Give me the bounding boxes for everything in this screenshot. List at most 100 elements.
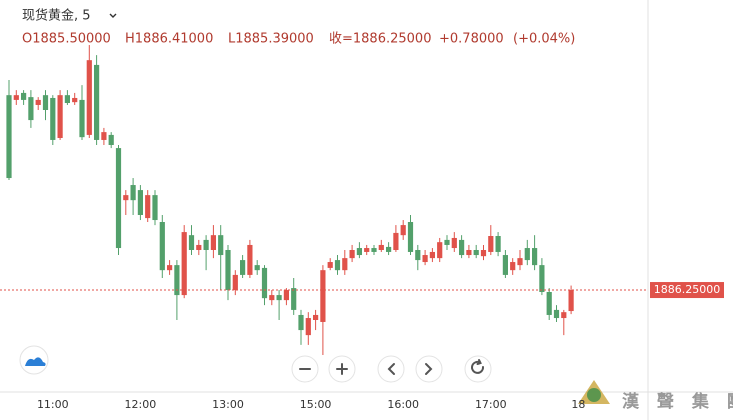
dropdown-icon[interactable] [109, 13, 117, 18]
candle-body [210, 235, 216, 250]
candle-body [247, 244, 253, 275]
candle-body [488, 236, 494, 252]
candle-body [386, 246, 392, 252]
logo-button[interactable] [19, 345, 49, 375]
candle-body [327, 262, 333, 268]
ohlc-value: H1886.41000 [125, 32, 213, 47]
candle-body [64, 95, 70, 103]
candle-body [378, 244, 384, 250]
ohlc-value: O1885.50000 [22, 32, 111, 47]
candle-body [371, 248, 377, 252]
scroll-left[interactable] [377, 355, 405, 383]
candle-body [21, 92, 27, 100]
x-tick-label: 12:00 [125, 398, 157, 411]
candle-body [364, 248, 370, 252]
candle-body [115, 148, 122, 249]
candle-body [35, 99, 41, 105]
candle-body [510, 262, 516, 271]
candle-body [167, 265, 173, 271]
candle-body [459, 239, 465, 256]
candle-body [240, 260, 246, 275]
candle-body [495, 236, 501, 252]
candle-body [123, 195, 129, 201]
candle-body [225, 250, 231, 291]
candle-body [298, 314, 304, 331]
candle-body [86, 60, 92, 135]
candle-body [356, 248, 362, 256]
ohlc-header: O1885.50000 H1886.41000 L1885.39000 收=1886.… [22, 32, 575, 47]
candle-body [429, 251, 435, 259]
candle-body [174, 265, 180, 296]
candle-body [480, 250, 487, 257]
candle-body [291, 288, 297, 310]
candle-body [437, 242, 443, 259]
candle-body [349, 250, 355, 259]
candle-body [130, 185, 136, 201]
last-price-box [650, 282, 724, 299]
candle-body [232, 274, 238, 291]
zoom-in[interactable] [328, 355, 356, 383]
candle-body [451, 237, 457, 249]
ohlc-value: L1885.39000 [228, 32, 314, 47]
candle-body [444, 239, 450, 245]
candle-body [145, 195, 151, 219]
reset[interactable] [464, 355, 492, 383]
candle-body [6, 95, 12, 179]
chart-title: 现货黄金, 5 [22, 8, 91, 24]
candle-body [415, 250, 421, 261]
last-price-label: 1886.25000 [654, 283, 720, 296]
candle-body [101, 132, 107, 140]
candle-body [196, 244, 202, 250]
candle-body [568, 290, 574, 312]
candle-body [283, 290, 289, 301]
x-tick-label: 18 [571, 398, 585, 411]
candle-body [188, 235, 195, 250]
candle-body [57, 95, 63, 138]
candle-body [152, 195, 158, 221]
candle-body [181, 232, 187, 296]
ohlc-value: (+0.04%) [513, 32, 575, 47]
x-tick-label: 13:00 [212, 398, 244, 411]
candle-body [517, 258, 523, 266]
candle-body [137, 190, 143, 215]
candle-body [407, 222, 414, 252]
candle-body [42, 95, 49, 110]
candle-body [342, 258, 348, 271]
candle-body [400, 225, 406, 236]
candle-body [276, 295, 282, 301]
candle-body [313, 314, 319, 320]
watermark-logo [578, 380, 610, 404]
candle-body [50, 97, 56, 140]
candle-body [320, 270, 326, 322]
candle-body [546, 292, 552, 315]
candle-body [203, 239, 209, 250]
ohlc-value: 收=1886.25000 [329, 32, 431, 47]
candle-body [466, 250, 472, 256]
watermark-text: 漢 聲 集 團 [622, 391, 733, 412]
candle-body [524, 248, 530, 261]
candle-body [393, 232, 399, 250]
candle-body [539, 265, 545, 292]
candle-body [422, 255, 428, 263]
scroll-right[interactable] [415, 355, 443, 383]
candle-body [94, 64, 100, 140]
ohlc-value: +0.78000 [439, 32, 504, 47]
candle-body [28, 97, 34, 121]
candle-body [532, 248, 538, 266]
candle-body [553, 309, 560, 319]
candle-body [79, 99, 85, 138]
candle-body [502, 255, 508, 275]
candle-body [473, 250, 479, 256]
candle-body [269, 295, 275, 301]
candle-body [159, 222, 165, 271]
candle-body [218, 235, 224, 256]
zoom-out[interactable] [291, 355, 319, 383]
candle-body [305, 318, 311, 336]
candle-body [261, 267, 268, 299]
x-tick-label: 17:00 [475, 398, 507, 411]
candle-body [13, 95, 19, 100]
candle-body [72, 97, 78, 103]
candle-body [108, 134, 114, 145]
x-tick-label: 15:00 [300, 398, 332, 411]
